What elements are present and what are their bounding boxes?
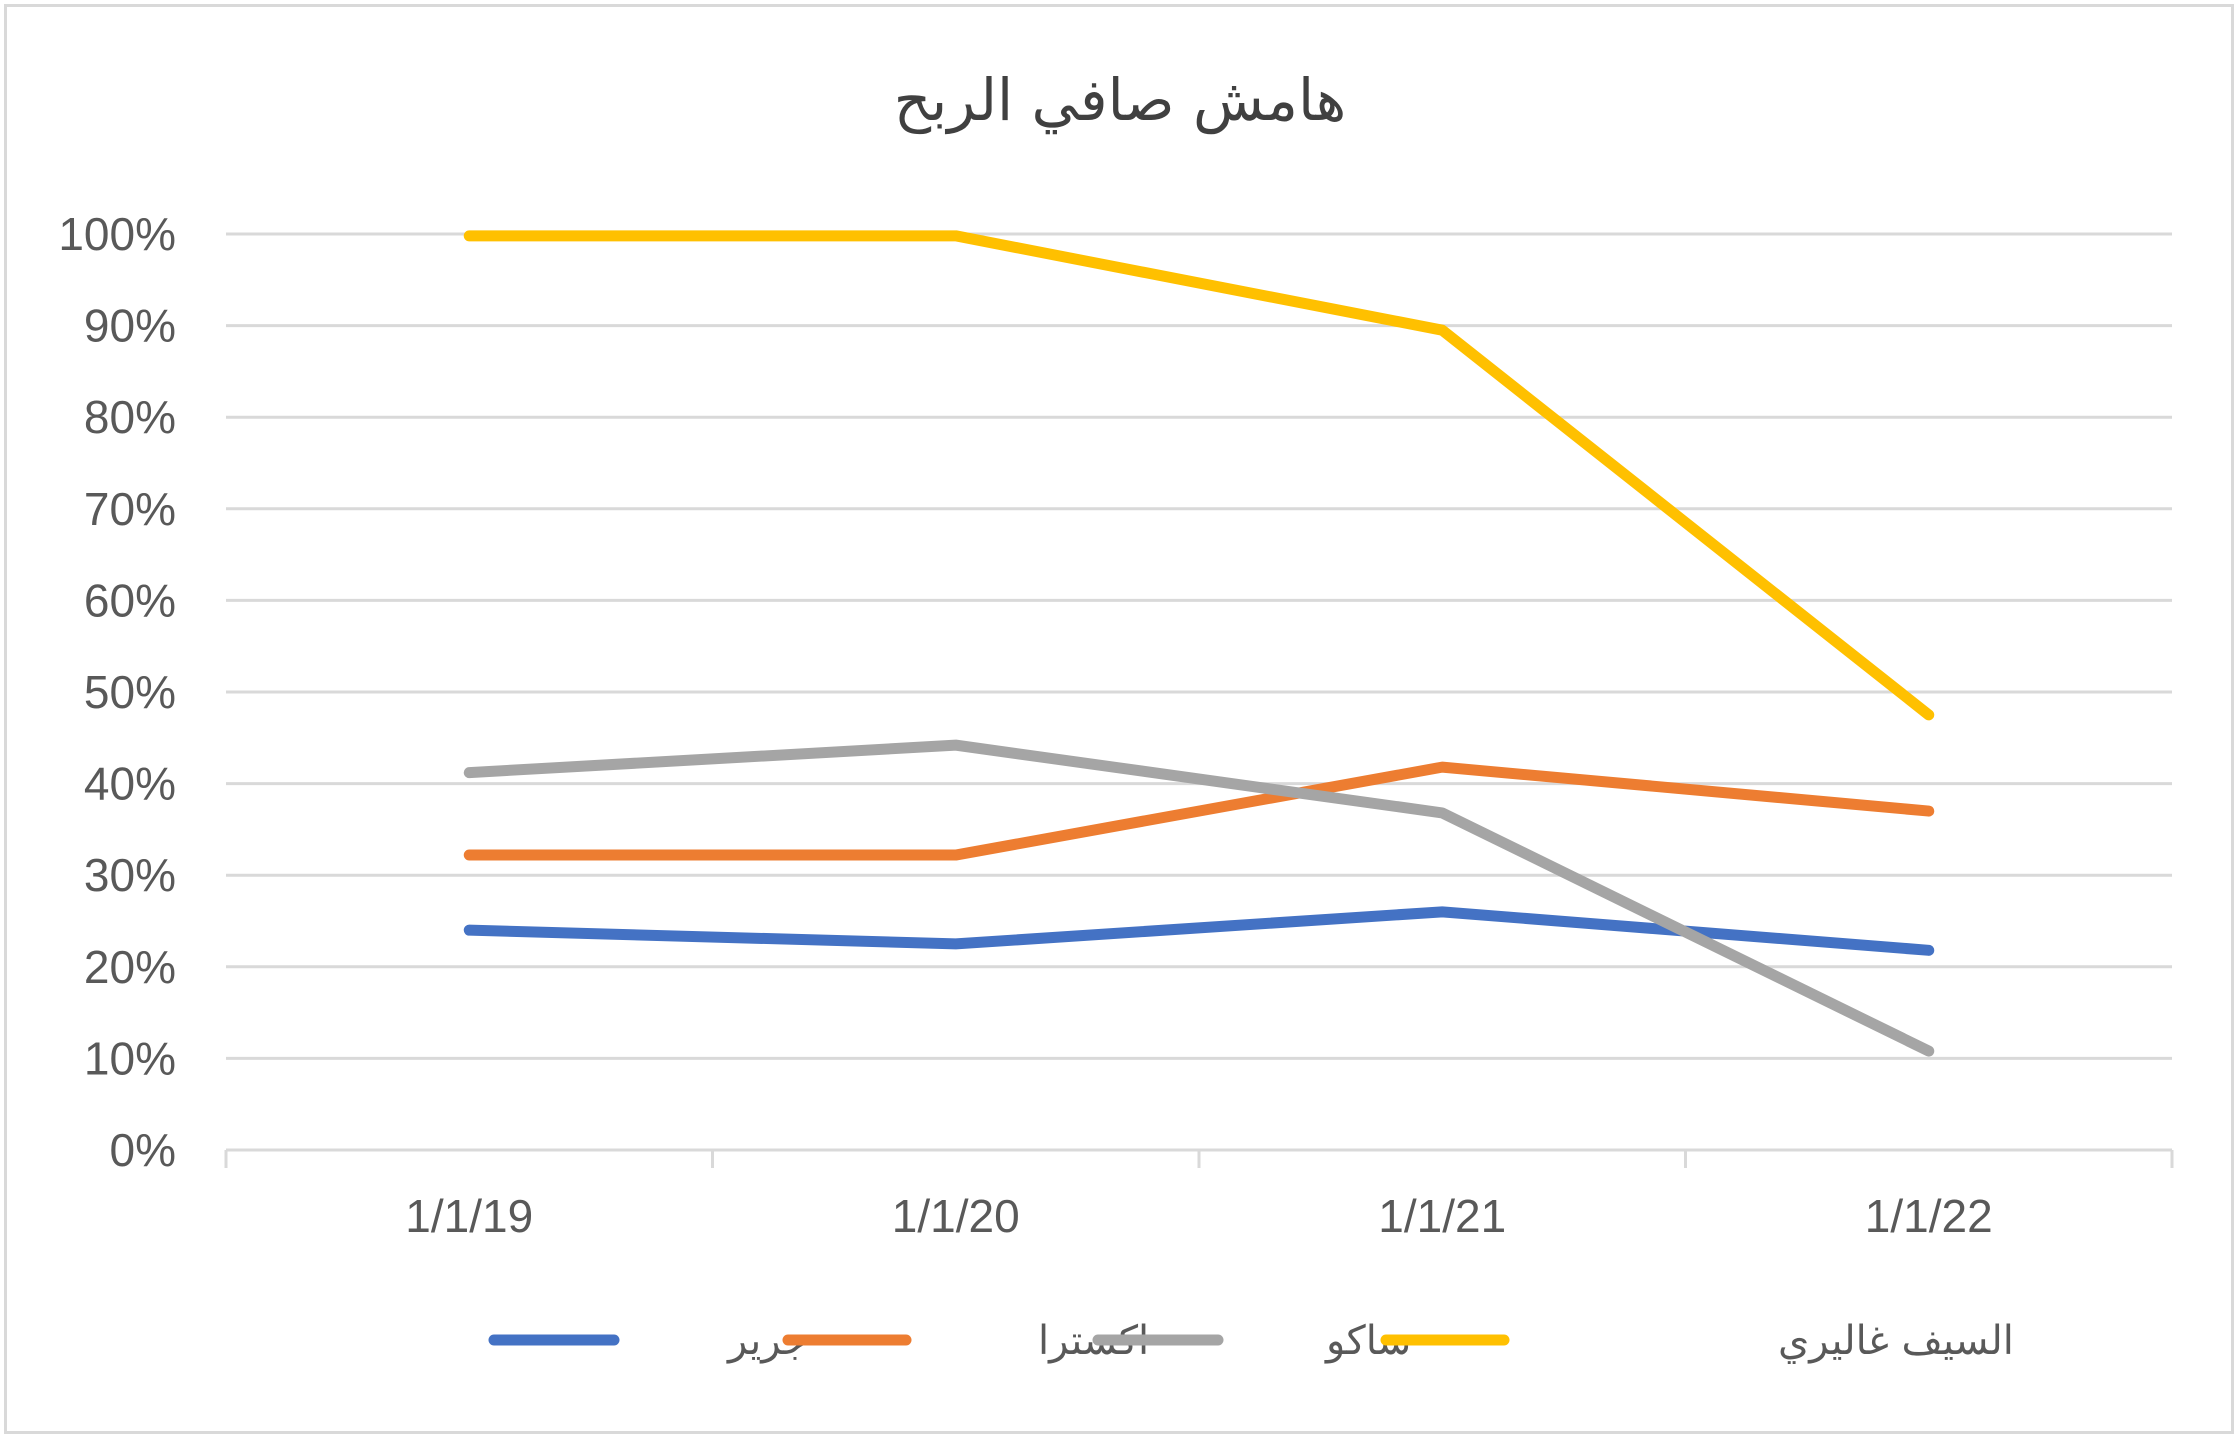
x-tick-label: 1/1/19	[405, 1190, 533, 1242]
x-axis	[224, 1148, 2174, 1168]
series-line-4	[463, 230, 1935, 721]
series-line-2	[463, 761, 1935, 861]
y-axis-tick-labels: 0% 10% 20% 30% 40% 50% 60% 70% 80% 90% 100%	[58, 208, 176, 1176]
y-tick-label: 0%	[110, 1124, 176, 1176]
x-tick-label: 1/1/20	[892, 1190, 1020, 1242]
y-tick-label: 90%	[84, 300, 176, 352]
x-axis-tick-labels: 1/1/19 1/1/20 1/1/21 1/1/22	[405, 1190, 1992, 1242]
legend-item: السيف غاليري	[1380, 1318, 2014, 1364]
y-tick-label: 30%	[84, 849, 176, 901]
legend-label: السيف غاليري	[1778, 1318, 2014, 1364]
x-tick-label: 1/1/22	[1865, 1190, 1993, 1242]
series-line-3	[463, 739, 1935, 1057]
legend: جرير اكسترا ساكو السيف غاليري	[488, 1318, 2014, 1364]
legend-item: جرير	[488, 1318, 808, 1364]
y-tick-label: 60%	[84, 574, 176, 626]
chart-title: هامش صافي الربح	[894, 66, 1347, 135]
y-tick-label: 80%	[84, 391, 176, 443]
y-tick-label: 40%	[84, 758, 176, 810]
y-tick-label: 50%	[84, 666, 176, 718]
chart-area	[4, 4, 2234, 1434]
y-tick-label: 20%	[84, 941, 176, 993]
y-tick-label: 70%	[84, 483, 176, 535]
series-lines	[463, 230, 1935, 1057]
y-tick-label: 100%	[58, 208, 176, 260]
x-tick-label: 1/1/21	[1378, 1190, 1506, 1242]
y-tick-label: 10%	[84, 1032, 176, 1084]
